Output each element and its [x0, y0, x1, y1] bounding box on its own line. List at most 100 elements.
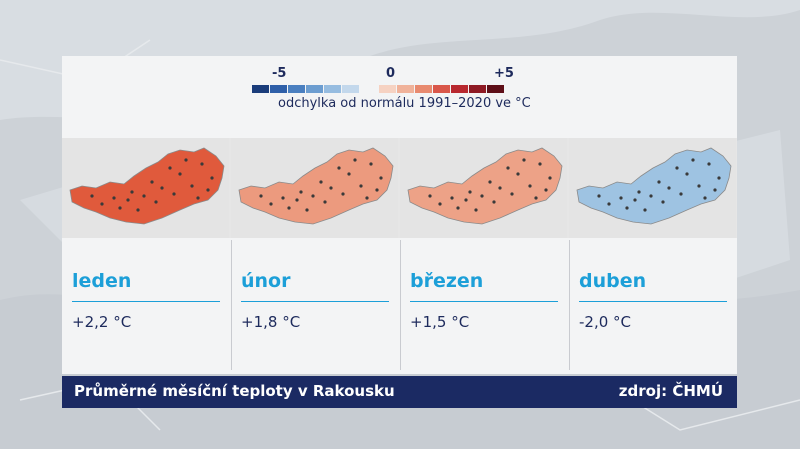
month-name: únor	[241, 270, 291, 292]
station-dot	[112, 196, 116, 200]
legend-swatch	[487, 85, 504, 93]
station-dot	[528, 184, 532, 188]
station-dot	[474, 208, 478, 212]
month-column: březen +1,5 °C	[400, 240, 567, 372]
station-dot	[498, 186, 502, 190]
station-dot	[295, 198, 299, 202]
station-dot	[492, 200, 496, 204]
color-legend: -5 0 +5 odchylka od normálu 1991–2020 ve…	[250, 62, 531, 122]
legend-caption: odchylka od normálu 1991–2020 ve °C	[278, 96, 531, 111]
station-dot	[100, 202, 104, 206]
station-dot	[697, 184, 701, 188]
austria-map-icon	[69, 147, 225, 225]
station-dot	[548, 176, 552, 180]
legend-swatch	[252, 85, 269, 93]
legend-swatch	[433, 85, 450, 93]
legend-swatch	[397, 85, 414, 93]
austria-map-icon	[238, 147, 394, 225]
station-dot	[359, 184, 363, 188]
country-shape	[576, 147, 732, 225]
legend-gap	[360, 85, 378, 93]
legend-swatch	[415, 85, 432, 93]
month-name: březen	[410, 270, 484, 292]
station-dot	[206, 188, 210, 192]
station-dot	[196, 196, 200, 200]
station-dot	[337, 166, 341, 170]
station-dot	[534, 196, 538, 200]
station-dot	[184, 158, 188, 162]
station-dot	[464, 198, 468, 202]
footer-source: zdroj: ČHMÚ	[618, 382, 723, 400]
station-dot	[178, 172, 182, 176]
station-dot	[679, 192, 683, 196]
month-value: +2,2 °C	[72, 313, 132, 331]
station-dot	[438, 202, 442, 206]
station-dot	[661, 200, 665, 204]
country-shape	[238, 147, 394, 225]
legend-tick-min: -5	[272, 66, 287, 81]
station-dot	[717, 176, 721, 180]
legend-swatch	[306, 85, 323, 93]
station-dot	[305, 208, 309, 212]
legend-swatch	[288, 85, 305, 93]
station-dot	[649, 194, 653, 198]
station-dot	[259, 194, 263, 198]
station-dot	[488, 180, 492, 184]
station-dot	[428, 194, 432, 198]
station-dot	[126, 198, 130, 202]
month-rule	[410, 301, 558, 302]
legend-swatch	[451, 85, 468, 93]
austria-map-icon	[407, 147, 563, 225]
station-dot	[675, 166, 679, 170]
map-duben	[569, 138, 736, 238]
station-dot	[379, 176, 383, 180]
station-dot	[450, 196, 454, 200]
station-dot	[643, 208, 647, 212]
month-rule	[241, 301, 389, 302]
month-rule	[579, 301, 727, 302]
month-value: +1,8 °C	[241, 313, 301, 331]
station-dot	[118, 206, 122, 210]
legend-tick-zero: 0	[386, 66, 396, 81]
station-dot	[544, 188, 548, 192]
station-dot	[468, 190, 472, 194]
month-name: duben	[579, 270, 647, 292]
station-dot	[190, 184, 194, 188]
station-dot	[667, 186, 671, 190]
station-dot	[142, 194, 146, 198]
legend-tick-max: +5	[494, 66, 514, 81]
station-dot	[480, 194, 484, 198]
map-unor	[231, 138, 398, 238]
station-dot	[365, 196, 369, 200]
station-dot	[299, 190, 303, 194]
station-dot	[136, 208, 140, 212]
station-dot	[619, 196, 623, 200]
station-dot	[637, 190, 641, 194]
month-name: leden	[72, 270, 132, 292]
month-value: +1,5 °C	[410, 313, 470, 331]
station-dot	[597, 194, 601, 198]
column-divider	[231, 240, 232, 370]
station-dot	[311, 194, 315, 198]
station-dot	[287, 206, 291, 210]
month-column: duben -2,0 °C	[569, 240, 736, 372]
footer-bar: Průměrné měsíční teploty v Rakousku zdro…	[62, 376, 737, 408]
month-column: leden +2,2 °C	[62, 240, 229, 372]
station-dot	[657, 180, 661, 184]
legend-swatch	[379, 85, 396, 93]
station-dot	[200, 162, 204, 166]
station-dot	[319, 180, 323, 184]
legend-swatch	[469, 85, 486, 93]
station-dot	[168, 166, 172, 170]
country-shape	[407, 147, 563, 225]
column-divider	[569, 240, 570, 370]
station-dot	[329, 186, 333, 190]
station-dot	[210, 176, 214, 180]
station-dot	[625, 206, 629, 210]
station-dot	[353, 158, 357, 162]
station-dot	[633, 198, 637, 202]
station-dot	[506, 166, 510, 170]
station-dot	[90, 194, 94, 198]
legend-swatch	[342, 85, 359, 93]
station-dot	[369, 162, 373, 166]
